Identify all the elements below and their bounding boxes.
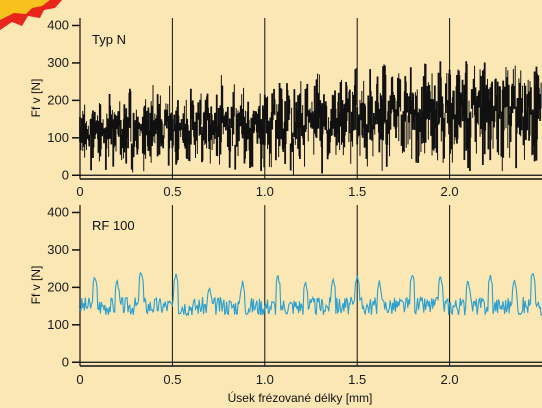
top-panel-x-ticks: 0 0.5 1.0 1.5 2.0	[76, 184, 458, 199]
top-panel-ylabel: Ff v [N]	[29, 79, 43, 118]
bottom-panel-plot-area	[80, 205, 542, 366]
x-tick-label: 2.0	[441, 372, 459, 387]
y-tick-label: 300	[47, 55, 69, 70]
y-tick-label: 200	[47, 279, 69, 294]
x-tick-label: 0	[76, 372, 83, 387]
top-panel-series	[79, 61, 542, 175]
bottom-panel-zero-line	[80, 361, 542, 367]
top-panel-label: Typ N	[92, 32, 126, 47]
y-tick-label: 0	[62, 354, 69, 369]
y-tick-label: 300	[47, 242, 69, 257]
x-tick-label: 2.0	[441, 184, 459, 199]
y-tick-label: 200	[47, 92, 69, 107]
y-tick-label: 100	[47, 130, 69, 145]
bottom-panel-series	[79, 271, 542, 317]
top-panel-ticks: 0 100 200 300 400	[47, 17, 81, 182]
bottom-panel-x-ticks: 0 0.5 1.0 1.5 2.0	[76, 372, 458, 387]
x-tick-label: 1.0	[256, 184, 274, 199]
x-tick-label: 1.0	[256, 372, 274, 387]
top-panel: Typ N Ff v [N] 0 100 200 300 400 0 0.5 1.0 1.5 2…	[29, 17, 542, 199]
x-tick-label: 1.5	[348, 372, 366, 387]
x-tick-label: 0.5	[163, 184, 181, 199]
corner-burst-highlight	[0, 0, 50, 20]
y-tick-label: 400	[47, 204, 69, 219]
bottom-panel-ylabel: Ff v [N]	[29, 266, 43, 305]
x-tick-label: 0	[76, 184, 83, 199]
top-panel-zero-line	[80, 174, 542, 180]
x-tick-label: 0.5	[163, 372, 181, 387]
bottom-panel: RF 100 Ff v [N] 0 100 200 300 400 0 0.5 1.0 1.5…	[29, 204, 542, 405]
y-tick-label: 100	[47, 317, 69, 332]
y-tick-label: 400	[47, 17, 69, 32]
x-axis-label: Úsek frézované délky [mm]	[228, 390, 373, 405]
bottom-panel-ticks: 0 100 200 300 400	[47, 204, 81, 369]
x-tick-label: 1.5	[348, 184, 366, 199]
bottom-panel-label: RF 100	[92, 218, 135, 233]
series-line	[79, 271, 542, 317]
y-tick-label: 0	[62, 167, 69, 182]
